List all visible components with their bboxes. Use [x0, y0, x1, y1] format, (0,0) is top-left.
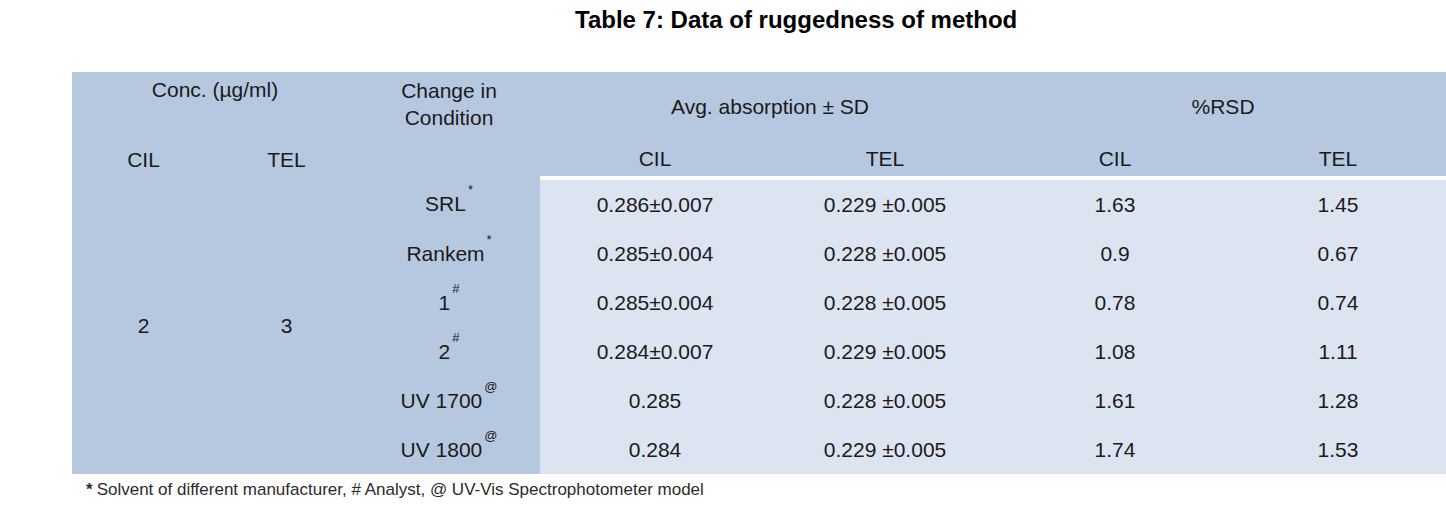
table-row: 2 3 SRL* 0.286±0.007 0.229 ±0.005 1.63 1… — [72, 178, 1446, 229]
condition-label: UV 1700 — [401, 389, 483, 412]
condition-label: UV 1800 — [401, 438, 483, 461]
subheader-conc-cil: CIL — [72, 141, 215, 178]
rsd-cil-cell: 1.61 — [1000, 376, 1230, 425]
rsd-tel-cell: 0.67 — [1230, 229, 1446, 278]
avg-cil-cell: 0.284 — [540, 425, 770, 474]
header-conc: Conc. (µg/ml) — [72, 72, 358, 141]
rsd-cil-cell: 0.9 — [1000, 229, 1230, 278]
avg-cil-cell: 0.284±0.007 — [540, 327, 770, 376]
avg-tel-cell: 0.229 ±0.005 — [770, 178, 1000, 229]
rsd-tel-cell: 1.11 — [1230, 327, 1446, 376]
header-percent-rsd: %RSD — [1000, 72, 1446, 141]
rsd-tel-cell: 1.53 — [1230, 425, 1446, 474]
condition-cell: Rankem* — [358, 229, 540, 278]
conc-cil-value: 2 — [72, 178, 215, 474]
condition-superscript: * — [487, 232, 492, 247]
condition-label: 1 — [439, 291, 451, 314]
avg-tel-cell: 0.229 ±0.005 — [770, 425, 1000, 474]
paper-table-page: Table 7: Data of ruggedness of method Co… — [0, 0, 1446, 525]
avg-cil-cell: 0.286±0.007 — [540, 178, 770, 229]
header-row-sub: CIL TEL CIL TEL CIL TEL — [72, 141, 1446, 178]
subheader-rsd-cil: CIL — [1000, 141, 1230, 178]
avg-tel-cell: 0.228 ±0.005 — [770, 229, 1000, 278]
rsd-cil-cell: 0.78 — [1000, 278, 1230, 327]
condition-label: Rankem — [406, 242, 484, 265]
condition-cell: SRL* — [358, 178, 540, 229]
subheader-conc-tel: TEL — [215, 141, 358, 178]
footnote-marker: * — [86, 480, 93, 499]
subheader-avg-cil: CIL — [540, 141, 770, 178]
subheader-rsd-tel: TEL — [1230, 141, 1446, 178]
rsd-tel-cell: 1.45 — [1230, 178, 1446, 229]
condition-cell: UV 1800@ — [358, 425, 540, 474]
condition-superscript: * — [468, 182, 473, 197]
table-title: Table 7: Data of ruggedness of method — [575, 6, 1017, 34]
condition-superscript: # — [452, 281, 459, 296]
subheader-avg-tel: TEL — [770, 141, 1000, 178]
condition-cell: 1# — [358, 278, 540, 327]
condition-superscript: @ — [484, 428, 497, 443]
header-row-groups: Conc. (µg/ml) Change in Condition Avg. a… — [72, 72, 1446, 141]
rsd-tel-cell: 0.74 — [1230, 278, 1446, 327]
condition-label: 2 — [439, 340, 451, 363]
ruggedness-table: Conc. (µg/ml) Change in Condition Avg. a… — [72, 72, 1446, 474]
rsd-cil-cell: 1.08 — [1000, 327, 1230, 376]
footnote-text: Solvent of different manufacturer, # Ana… — [97, 480, 704, 499]
rsd-cil-cell: 1.74 — [1000, 425, 1230, 474]
header-avg-absorption-sd: Avg. absorption ± SD — [540, 72, 1000, 141]
avg-cil-cell: 0.285±0.004 — [540, 278, 770, 327]
condition-cell: 2# — [358, 327, 540, 376]
header-change-in-condition: Change in Condition — [358, 72, 540, 178]
rsd-cil-cell: 1.63 — [1000, 178, 1230, 229]
condition-cell: UV 1700@ — [358, 376, 540, 425]
avg-tel-cell: 0.228 ±0.005 — [770, 278, 1000, 327]
condition-superscript: @ — [484, 379, 497, 394]
avg-tel-cell: 0.229 ±0.005 — [770, 327, 1000, 376]
avg-cil-cell: 0.285 — [540, 376, 770, 425]
rsd-tel-cell: 1.28 — [1230, 376, 1446, 425]
condition-label: SRL — [425, 192, 466, 215]
avg-cil-cell: 0.285±0.004 — [540, 229, 770, 278]
footnote: *Solvent of different manufacturer, # An… — [86, 480, 704, 500]
avg-tel-cell: 0.228 ±0.005 — [770, 376, 1000, 425]
condition-superscript: # — [452, 330, 459, 345]
conc-tel-value: 3 — [215, 178, 358, 474]
